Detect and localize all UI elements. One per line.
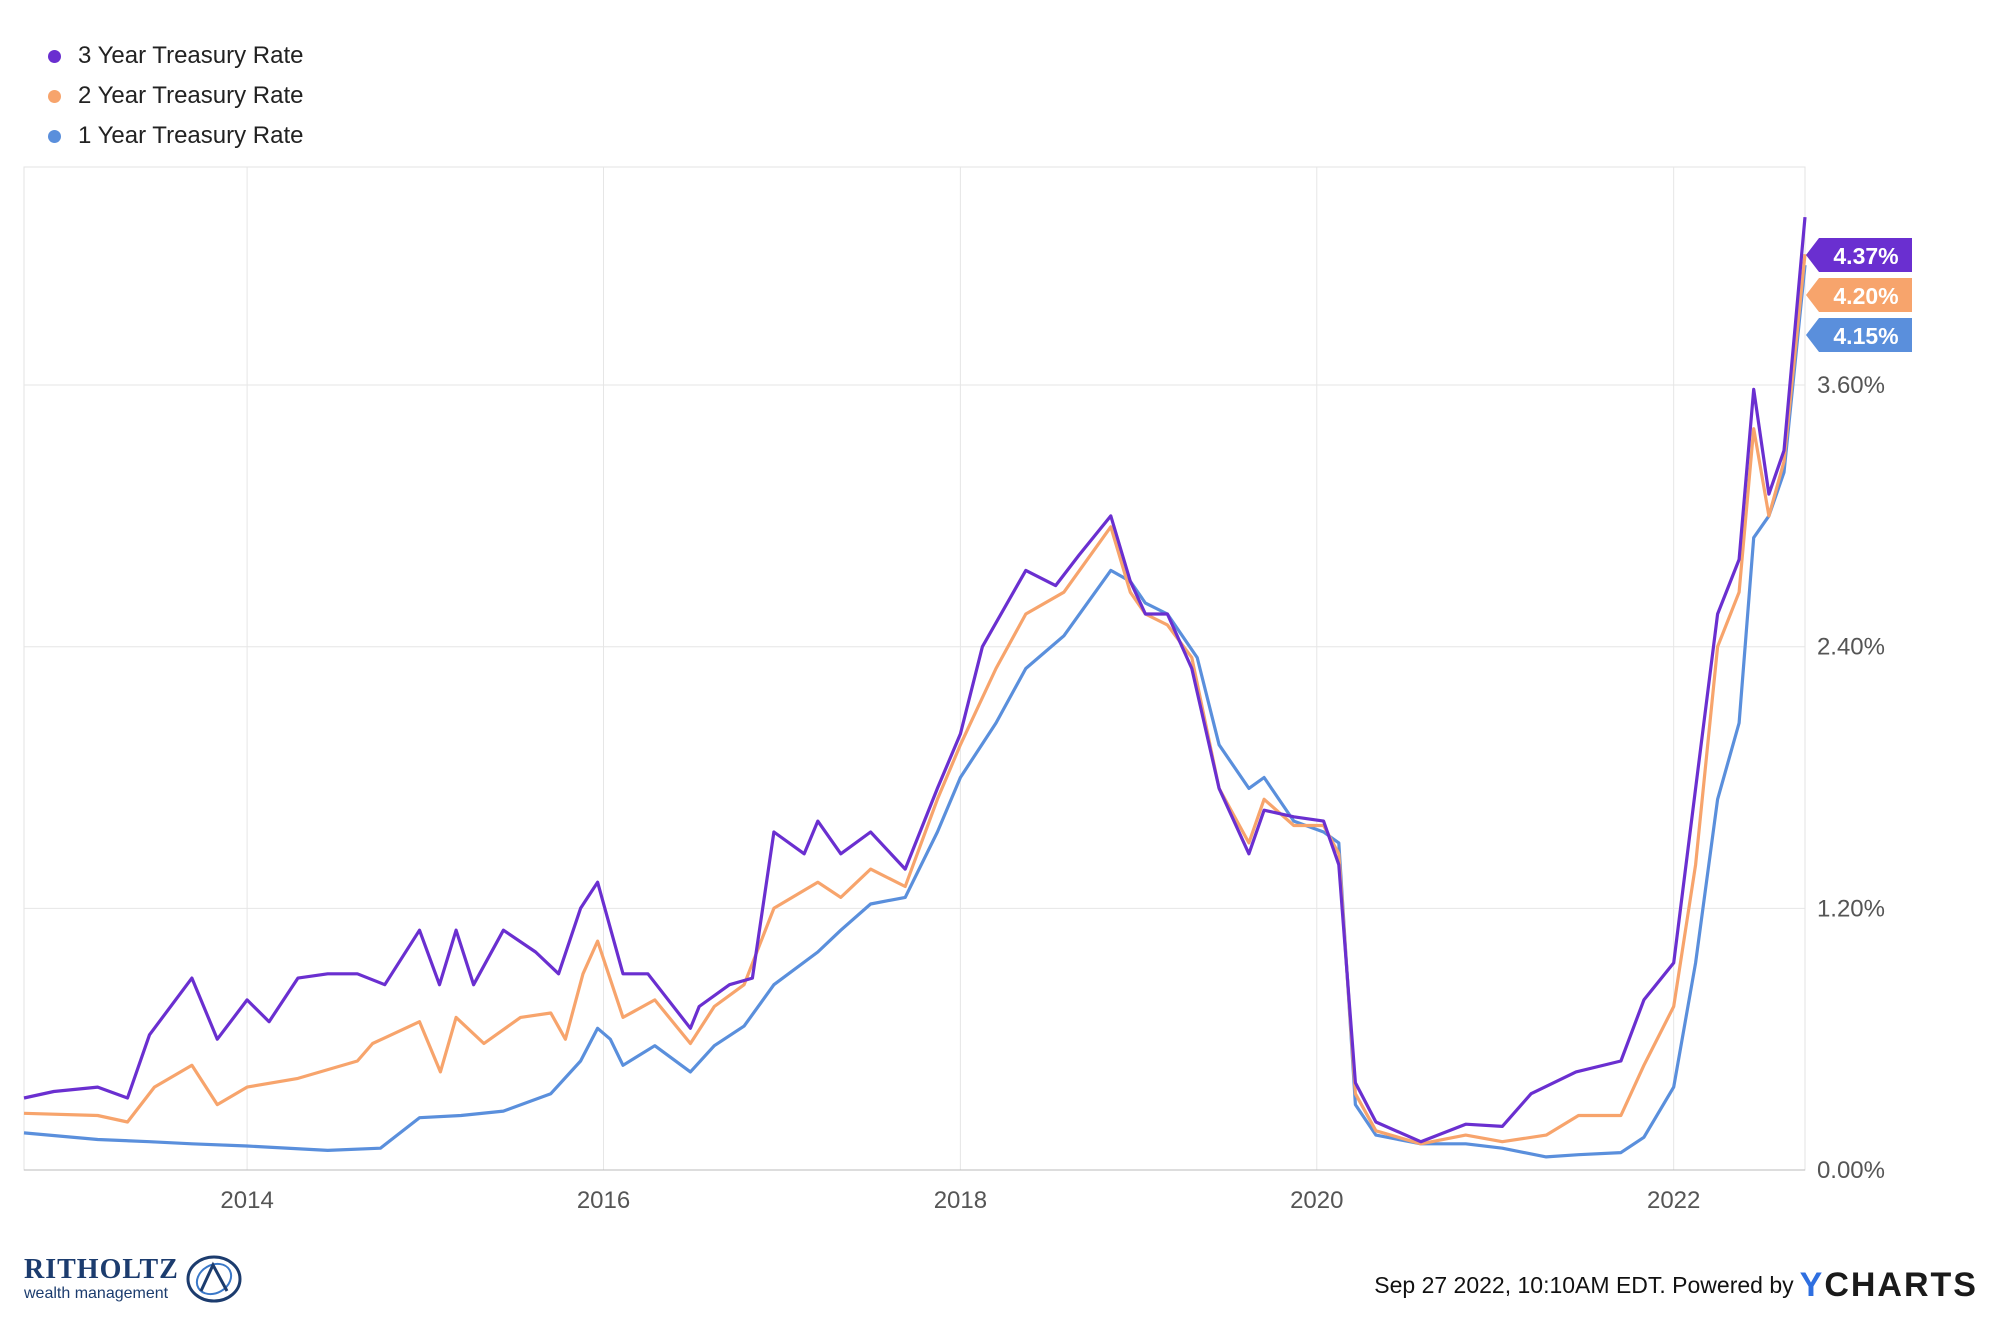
logo-subtitle: wealth management — [24, 1285, 169, 1302]
end-value-badge-2 — [1806, 318, 1912, 352]
series-line-0 — [23, 216, 1807, 1144]
chart-footer: Sep 27 2022, 10:10AM EDT. Powered by YCH… — [1374, 1266, 1978, 1305]
end-value-badge-1 — [1806, 278, 1912, 312]
brand-y: Y — [1799, 1266, 1825, 1304]
end-value-label-1: 4.20% — [1833, 283, 1898, 309]
ritholtz-logo: RITHOLTZ wealth management — [24, 1251, 245, 1307]
end-value-label-2: 4.15% — [1833, 323, 1898, 349]
x-tick-label: 2016 — [577, 1187, 630, 1214]
ycharts-brand[interactable]: YCHARTS — [1800, 1266, 1978, 1305]
source-timestamp: Sep 27 2022, 10:10AM EDT. Powered by — [1374, 1272, 1794, 1298]
y-tick-label: 2.40% — [1817, 634, 1885, 661]
legend-label-3y: 3 Year Treasury Rate — [78, 42, 304, 69]
legend-item-1y[interactable]: 1 Year Treasury Rate — [48, 116, 303, 156]
series-line-1 — [23, 254, 1807, 1146]
legend-item-2y[interactable]: 2 Year Treasury Rate — [48, 76, 303, 116]
legend-marker-3y — [48, 49, 61, 63]
legend-label-1y: 1 Year Treasury Rate — [78, 122, 304, 149]
logo-name: RITHOLTZ — [24, 1254, 179, 1285]
y-tick-label: 0.00% — [1817, 1157, 1885, 1184]
logo-emblem-icon — [186, 1255, 242, 1303]
end-value-badge-0 — [1806, 238, 1912, 272]
legend-label-2y: 2 Year Treasury Rate — [78, 82, 304, 109]
x-tick-label: 2018 — [934, 1187, 987, 1214]
logo-text: RITHOLTZ wealth management — [24, 1256, 179, 1302]
brand-rest: CHARTS — [1824, 1266, 1978, 1304]
x-tick-label: 2022 — [1647, 1187, 1700, 1214]
chart-legend: 3 Year Treasury Rate 2 Year Treasury Rat… — [48, 36, 303, 156]
legend-marker-1y — [48, 129, 61, 143]
x-tick-label: 2014 — [220, 1187, 273, 1214]
plot-area-border — [23, 166, 1806, 1171]
y-tick-label: 1.20% — [1817, 895, 1885, 922]
series-line-2 — [23, 264, 1807, 1159]
legend-item-3y[interactable]: 3 Year Treasury Rate — [48, 36, 303, 76]
legend-marker-2y — [48, 89, 61, 103]
y-tick-label: 3.60% — [1817, 372, 1885, 399]
x-tick-label: 2020 — [1290, 1187, 1343, 1214]
end-value-label-0: 4.37% — [1833, 243, 1898, 269]
